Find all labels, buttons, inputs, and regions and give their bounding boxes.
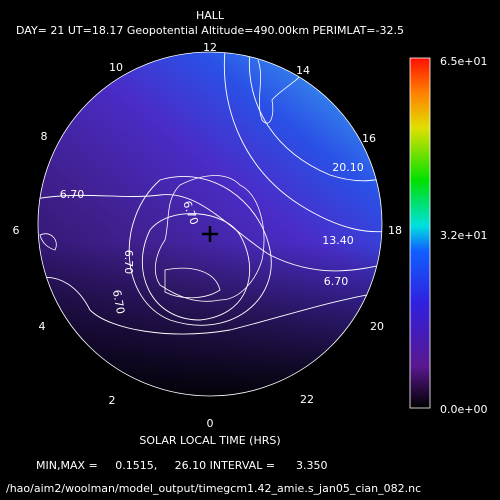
colorbar-label: 6.5e+01 (440, 55, 487, 68)
local-time-label: 12 (203, 41, 217, 54)
contour-label: 6.70 (110, 289, 127, 315)
local-time-label: 6 (13, 224, 20, 237)
local-time-label: 4 (39, 320, 46, 333)
colorbar-label: 3.2e+01 (440, 229, 487, 242)
contour-label: 20.10 (332, 161, 364, 174)
local-time-label: 14 (296, 64, 310, 77)
local-time-label: 8 (41, 130, 48, 143)
stats-line: MIN,MAX = 0.1515, 26.10 INTERVAL = 3.350 (36, 459, 328, 472)
plot-boundary (37, 51, 383, 397)
pole-marker (202, 226, 218, 242)
colorbar (409, 57, 431, 409)
local-time-label: 0 (207, 417, 214, 430)
contour-label: 6.70 (60, 188, 85, 201)
local-time-label: 10 (109, 61, 123, 74)
x-axis-label: SOLAR LOCAL TIME (HRS) (139, 434, 280, 447)
local-time-label: 20 (370, 320, 384, 333)
title: HALL (196, 9, 225, 22)
file-path: /hao/aim2/woolman/model_output/timegcm1.… (6, 482, 421, 495)
contour-label: 6.70 (122, 250, 135, 275)
colorbar-label: 0.0e+00 (440, 403, 487, 416)
local-time-label: 22 (300, 393, 314, 406)
local-time-label: 18 (388, 224, 402, 237)
local-time-label: 16 (362, 132, 376, 145)
contour-label: 13.40 (322, 234, 354, 247)
local-time-label: 2 (109, 394, 116, 407)
subtitle: DAY= 21 UT=18.17 Geopotential Altitude=4… (16, 24, 404, 37)
polar-field (38, 52, 382, 396)
contour-label: 6.70 (324, 275, 349, 288)
